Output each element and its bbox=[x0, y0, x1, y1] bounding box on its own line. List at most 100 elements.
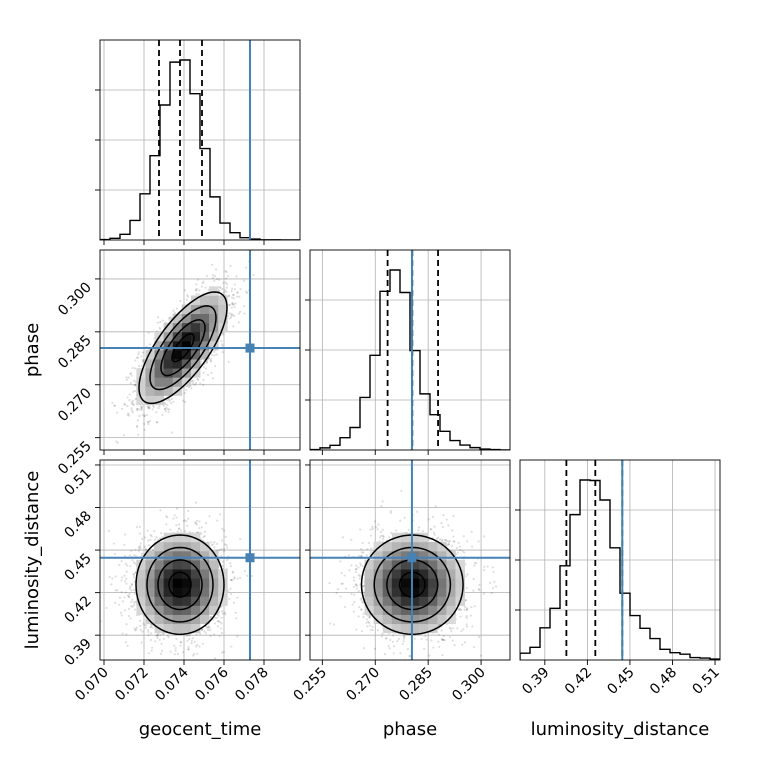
sample-point bbox=[173, 514, 176, 517]
density-cell bbox=[154, 368, 165, 378]
sample-point bbox=[174, 649, 177, 652]
sample-point bbox=[139, 542, 142, 545]
sample-point bbox=[198, 526, 201, 530]
sample-point bbox=[200, 285, 203, 288]
sample-point bbox=[175, 637, 178, 641]
sample-point bbox=[213, 354, 216, 357]
sample-point bbox=[225, 286, 228, 289]
sample-point bbox=[227, 295, 231, 298]
contour-line bbox=[171, 333, 195, 363]
sample-point bbox=[140, 408, 143, 411]
sample-point bbox=[143, 414, 146, 418]
sample-point bbox=[220, 616, 223, 619]
sample-point bbox=[232, 601, 236, 604]
sample-point bbox=[141, 552, 144, 555]
sample-point bbox=[133, 580, 136, 583]
sample-point bbox=[190, 639, 193, 643]
density-cell bbox=[181, 304, 192, 315]
sample-point bbox=[158, 404, 161, 408]
density-cell bbox=[154, 377, 165, 387]
sample-point bbox=[154, 640, 157, 643]
sample-point bbox=[134, 384, 137, 387]
density-cell bbox=[172, 322, 183, 333]
sample-point bbox=[115, 411, 119, 414]
sample-point bbox=[216, 519, 219, 522]
sample-point bbox=[232, 325, 235, 328]
sample-point bbox=[151, 408, 154, 411]
density-cell bbox=[172, 313, 183, 324]
sample-point bbox=[193, 383, 196, 386]
sample-point bbox=[186, 524, 189, 527]
sample-point bbox=[161, 414, 164, 417]
density-cell bbox=[172, 368, 183, 378]
sample-point bbox=[128, 587, 132, 590]
sample-point bbox=[236, 291, 240, 294]
sample-point bbox=[224, 613, 227, 616]
sample-point bbox=[133, 603, 136, 607]
sample-point bbox=[118, 563, 121, 567]
sample-point bbox=[220, 610, 224, 613]
sample-point bbox=[232, 293, 235, 297]
sample-point bbox=[222, 333, 225, 336]
density-cell bbox=[181, 322, 192, 333]
sample-point bbox=[140, 407, 143, 410]
sample-point bbox=[214, 268, 218, 271]
sample-point bbox=[150, 632, 153, 635]
sample-point bbox=[216, 620, 220, 623]
sample-point bbox=[227, 304, 231, 307]
sample-point bbox=[165, 523, 168, 526]
sample-point bbox=[149, 419, 152, 423]
sample-point bbox=[139, 547, 142, 550]
sample-point bbox=[192, 381, 195, 385]
sample-point bbox=[147, 407, 151, 410]
sample-point bbox=[168, 316, 172, 319]
y-tick-label: 0.285 bbox=[55, 332, 95, 372]
sample-point bbox=[176, 653, 179, 656]
sample-point bbox=[159, 652, 163, 655]
sample-point bbox=[202, 366, 205, 369]
grid bbox=[310, 250, 510, 450]
sample-point bbox=[224, 289, 227, 292]
sample-point bbox=[196, 652, 199, 655]
panel-content bbox=[310, 250, 510, 450]
sample-point bbox=[130, 583, 134, 586]
sample-point bbox=[198, 520, 201, 523]
sample-point bbox=[141, 360, 145, 363]
sample-point bbox=[123, 402, 126, 406]
sample-point bbox=[164, 402, 167, 405]
sample-point bbox=[159, 633, 162, 637]
sample-point bbox=[138, 525, 142, 529]
sample-point bbox=[116, 441, 119, 444]
sample-point bbox=[144, 626, 147, 629]
sample-point bbox=[127, 376, 130, 379]
sample-point bbox=[250, 574, 253, 578]
sample-point bbox=[119, 611, 123, 614]
sample-point bbox=[145, 548, 148, 551]
sample-point bbox=[186, 294, 189, 297]
sample-point bbox=[136, 356, 140, 359]
sample-point bbox=[194, 382, 198, 385]
sample-point bbox=[132, 573, 136, 576]
sample-point bbox=[227, 294, 231, 297]
sample-point bbox=[239, 310, 242, 313]
sample-point bbox=[195, 283, 198, 286]
sample-point bbox=[210, 360, 213, 363]
sample-point bbox=[243, 569, 247, 572]
sample-point bbox=[151, 404, 155, 407]
sample-point bbox=[148, 343, 151, 346]
density-cell bbox=[190, 331, 201, 342]
sample-point bbox=[209, 615, 213, 619]
sample-point bbox=[211, 263, 214, 266]
sample-point bbox=[234, 611, 237, 614]
sample-point bbox=[147, 652, 150, 655]
sample-point bbox=[177, 523, 181, 526]
sample-point bbox=[143, 623, 146, 626]
sample-point bbox=[188, 637, 191, 641]
sample-point bbox=[125, 633, 128, 636]
sample-point bbox=[202, 383, 205, 387]
sample-point bbox=[157, 633, 160, 636]
density-cell bbox=[145, 386, 155, 396]
sample-point bbox=[179, 644, 182, 647]
density-cell bbox=[200, 350, 210, 360]
sample-point bbox=[215, 353, 218, 356]
